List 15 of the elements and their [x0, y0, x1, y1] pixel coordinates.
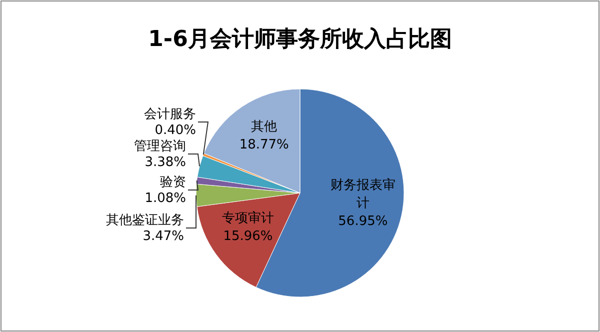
slice-label: 其他	[251, 119, 278, 134]
data-label: 15.96%	[223, 229, 273, 244]
slice-label: 管理咨询	[134, 139, 186, 154]
data-label: 56.95%	[338, 214, 388, 229]
slice-label: 专项审计	[222, 210, 274, 226]
data-label: 1.08%	[144, 191, 186, 206]
data-label: 3.38%	[144, 155, 186, 170]
data-label: 3.47%	[142, 229, 184, 244]
chart-title: 1-6月会计师事务所收入占比图	[148, 27, 452, 52]
data-label: 0.40%	[154, 123, 196, 138]
slice-label: 财务报表审计	[330, 176, 396, 211]
slice-label: 会计服务	[144, 107, 196, 122]
slice-label: 验资	[160, 175, 186, 190]
slice-label: 其他鉴证业务	[106, 213, 184, 228]
data-label: 18.77%	[239, 137, 289, 152]
